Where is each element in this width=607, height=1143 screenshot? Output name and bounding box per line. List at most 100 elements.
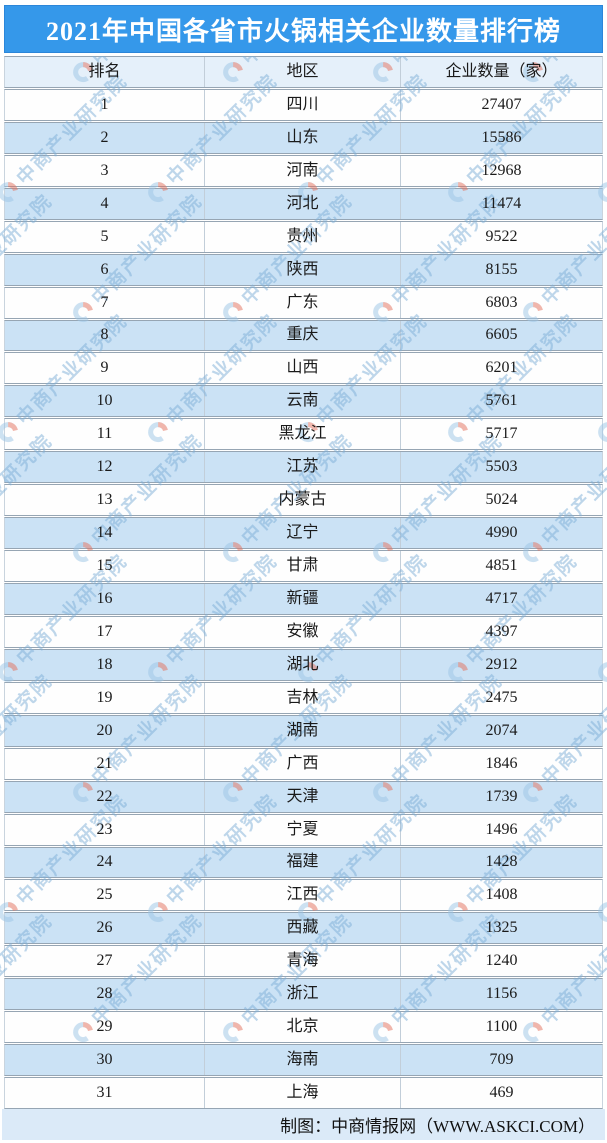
- count-value: 2475: [485, 688, 518, 706]
- count-value: 1496: [485, 820, 518, 838]
- count-value: 5761: [485, 392, 518, 410]
- table-row: 28 浙江 1156: [4, 978, 603, 1011]
- table-row: 14 辽宁 4990: [4, 517, 603, 550]
- rank-cell: 3: [5, 155, 205, 186]
- rank-value: 24: [96, 853, 113, 871]
- count-value: 15586: [481, 128, 522, 146]
- region-value: 天津: [286, 787, 319, 805]
- rank-cell: 11: [5, 419, 205, 450]
- region-cell: 辽宁: [205, 518, 401, 549]
- table-header-row: 排名 地区 企业数量（家）: [4, 56, 603, 88]
- rank-value: 27: [96, 952, 113, 970]
- count-value: 8155: [485, 260, 518, 278]
- region-cell: 宁夏: [205, 814, 401, 845]
- rank-value: 2: [100, 128, 109, 146]
- region-value: 青海: [286, 952, 319, 970]
- header-cell-count: 企业数量（家）: [401, 57, 602, 87]
- region-value: 贵州: [286, 227, 319, 245]
- count-cell: 4851: [401, 551, 602, 581]
- region-cell: 江西: [205, 880, 401, 911]
- region-cell: 吉林: [205, 682, 401, 713]
- count-value: 1408: [485, 886, 518, 904]
- region-cell: 青海: [205, 946, 401, 977]
- count-cell: 6605: [401, 321, 602, 351]
- region-value: 四川: [286, 95, 319, 113]
- region-value: 浙江: [286, 985, 319, 1003]
- rank-value: 26: [96, 919, 113, 937]
- count-value: 2074: [485, 721, 518, 739]
- count-cell: 4717: [401, 584, 602, 614]
- region-value: 湖南: [286, 721, 319, 739]
- region-value: 重庆: [286, 326, 319, 344]
- rank-value: 1: [100, 95, 109, 113]
- rank-value: 18: [96, 655, 113, 673]
- region-value: 河北: [286, 194, 319, 212]
- count-cell: 5717: [401, 419, 602, 449]
- title-bar: 2021年中国各省市火锅相关企业数量排行榜: [4, 5, 603, 53]
- region-cell: 山西: [205, 353, 401, 384]
- credit-bar: 制图：中商情报网（WWW.ASKCI.COM）: [2, 1109, 605, 1140]
- region-value: 新疆: [286, 589, 319, 607]
- rank-value: 5: [100, 227, 109, 245]
- region-value: 海南: [286, 1051, 319, 1069]
- count-cell: 5761: [401, 386, 602, 416]
- count-value: 469: [489, 1084, 514, 1102]
- count-value: 11474: [481, 194, 522, 212]
- rank-cell: 23: [5, 814, 205, 845]
- rank-cell: 4: [5, 188, 205, 219]
- rank-value: 21: [96, 754, 113, 772]
- rank-cell: 5: [5, 221, 205, 252]
- region-value: 福建: [286, 853, 319, 871]
- count-value: 12968: [481, 161, 522, 179]
- table-row: 18 湖北 2912: [4, 648, 603, 681]
- count-cell: 2074: [401, 716, 602, 746]
- count-value: 4990: [485, 524, 518, 542]
- rank-value: 8: [100, 326, 109, 344]
- region-cell: 陕西: [205, 254, 401, 285]
- rank-value: 28: [96, 985, 113, 1003]
- table-row: 15 甘肃 4851: [4, 550, 603, 582]
- rank-value: 12: [96, 458, 113, 476]
- count-value: 1846: [485, 754, 518, 772]
- count-cell: 4397: [401, 617, 602, 647]
- rank-value: 23: [96, 820, 113, 838]
- region-cell: 江苏: [205, 452, 401, 483]
- region-cell: 河南: [205, 155, 401, 186]
- table-row: 8 重庆 6605: [4, 319, 603, 352]
- region-value: 上海: [286, 1084, 319, 1102]
- region-cell: 西藏: [205, 913, 401, 944]
- count-cell: 469: [401, 1078, 602, 1108]
- region-cell: 广东: [205, 287, 401, 318]
- rank-cell: 29: [5, 1012, 205, 1043]
- rank-cell: 24: [5, 847, 205, 878]
- count-cell: 1408: [401, 880, 602, 910]
- region-value: 山东: [286, 128, 319, 146]
- rank-cell: 22: [5, 781, 205, 812]
- table-row: 19 吉林 2475: [4, 681, 603, 714]
- rank-cell: 12: [5, 452, 205, 483]
- count-value: 1240: [485, 952, 518, 970]
- count-cell: 1325: [401, 913, 602, 943]
- rank-value: 6: [100, 260, 109, 278]
- table-row: 27 青海 1240: [4, 945, 603, 978]
- count-cell: 2912: [401, 650, 602, 680]
- rank-cell: 25: [5, 880, 205, 911]
- table-row: 29 北京 1100: [4, 1011, 603, 1044]
- region-value: 山西: [286, 359, 319, 377]
- table-row: 2 山东 15586: [4, 121, 603, 154]
- rank-value: 13: [96, 491, 113, 509]
- region-cell: 新疆: [205, 584, 401, 614]
- region-value: 吉林: [286, 688, 319, 706]
- rank-cell: 19: [5, 682, 205, 713]
- count-value: 1325: [485, 919, 518, 937]
- count-cell: 12968: [401, 156, 602, 186]
- region-value: 安徽: [286, 622, 319, 640]
- table-row: 17 安徽 4397: [4, 615, 603, 648]
- table-row: 24 福建 1428: [4, 846, 603, 879]
- region-cell: 山东: [205, 122, 401, 153]
- count-cell: 15586: [401, 123, 602, 153]
- rank-value: 14: [96, 524, 113, 542]
- rank-cell: 21: [5, 748, 205, 779]
- count-value: 5024: [485, 491, 518, 509]
- region-cell: 湖北: [205, 649, 401, 680]
